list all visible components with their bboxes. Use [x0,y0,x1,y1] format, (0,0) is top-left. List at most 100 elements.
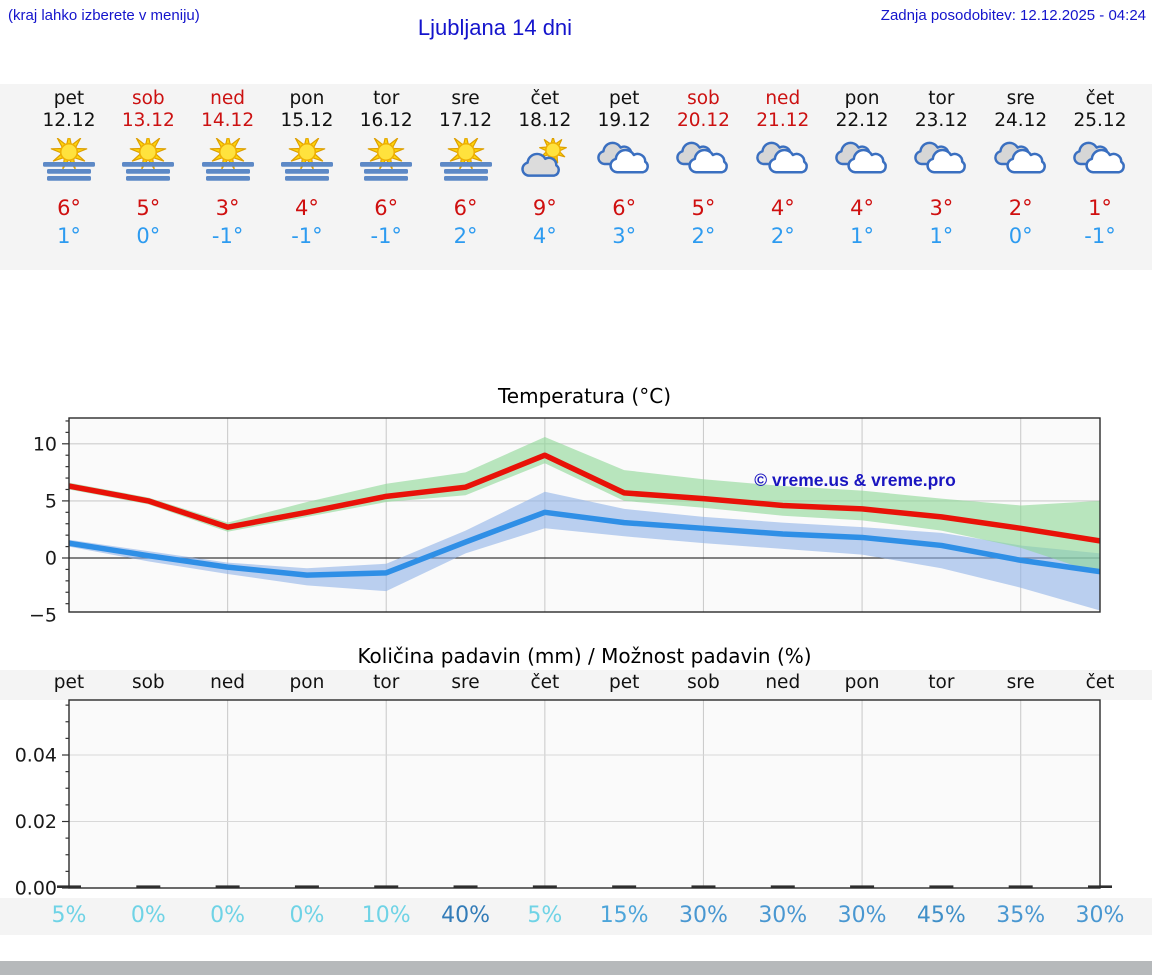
day-date-label: 21.12 [756,110,810,131]
precip-day-label: tor [928,672,955,693]
day-name-label: ned [210,88,246,109]
high-temp-label: 6° [57,196,81,220]
low-temp-label: -1° [291,224,323,248]
temp-y-tick-label: −5 [29,605,57,627]
high-temp-label: 4° [850,196,875,220]
sun-fog-icon [280,138,333,181]
sun-fog-icon [360,138,413,181]
high-temp-label: 5° [136,196,161,220]
high-temp-label: 5° [691,196,716,220]
precip-day-label: sre [451,672,480,693]
watermark: © vreme.us & vreme.pro [754,470,956,490]
precip-amount-bar [374,885,399,888]
day-date-label: 20.12 [676,110,730,131]
low-temp-label: 3° [612,224,637,248]
precip-percent-label: 45% [916,903,966,928]
day-name-label: sre [1006,88,1035,109]
last-update-timestamp: Zadnja posodobitev: 12.12.2025 - 04:24 [880,7,1146,24]
precip-percent-label: 35% [996,903,1046,928]
sun-fog-icon [201,138,254,181]
day-date-label: 24.12 [994,110,1048,131]
cloud-icon [835,141,887,174]
day-date-label: 25.12 [1073,110,1127,131]
precip-amount-bar [850,885,875,888]
cloud-icon [1073,141,1125,174]
low-temp-label: 1° [929,224,954,248]
day-name-label: pet [53,88,85,109]
forecast-strip: pet 12.12 6° 1° sob 13.12 5° 0° ned 14.12 3° -1° pon… [0,84,1152,270]
footer-bar [0,961,1152,975]
temp-y-tick-label: 0 [45,548,57,570]
high-temp-label: 6° [612,196,637,220]
temperature-chart: 10 5 0 −5 © vreme.us & vreme.pro [29,417,1101,627]
day-name-label: čet [530,88,560,109]
precip-amount-bar [1008,885,1033,888]
precip-day-label: ned [210,672,246,693]
precip-amount-bar [294,885,319,888]
day-name-label: tor [928,88,955,109]
high-temp-label: 2° [1008,196,1033,220]
precip-amount-bar [453,885,478,888]
day-name-label: sob [131,88,165,109]
precip-percent-label: 30% [758,903,808,928]
day-name-label: pon [844,88,880,109]
precip-percent-label: 15% [599,903,649,928]
day-name-label: čet [1085,88,1115,109]
temperature-chart-title: Temperatura (°C) [497,384,671,408]
high-temp-label: 3° [215,196,240,220]
day-date-label: 19.12 [597,110,651,131]
precip-amount-bar [770,885,795,888]
precip-percent-label: 5% [527,903,563,928]
high-temp-label: 1° [1088,196,1112,220]
precip-percent-label: 30% [1075,903,1125,928]
precip-day-label-row: pet sob ned pon tor sre čet pet sob ned pon tor sre č… [0,670,1152,700]
precipitation-chart: 0.00 0.02 0.04 [15,699,1113,900]
low-temp-label: -1° [211,224,244,248]
temp-y-tick-label: 10 [33,433,57,455]
cloud-icon [993,141,1046,174]
cloud-icon [914,141,967,174]
precip-percent-label: 30% [837,903,887,928]
high-temp-label: 9° [532,196,557,220]
precip-amount-bar [136,885,161,888]
day-date-label: 12.12 [42,110,96,131]
precip-day-label: pon [844,672,880,693]
low-temp-label: -1° [370,224,402,248]
precip-day-label: čet [530,672,560,693]
precip-y-tick-label: 0.04 [15,745,57,767]
sun-fog-icon [43,138,95,181]
precip-percent-label: 0% [289,903,325,928]
precip-amount-bar [612,885,637,888]
precipitation-chart-title: Količina padavin (mm) / Možnost padavin … [357,644,812,668]
precip-percent-label: 0% [130,903,166,928]
high-temp-label: 3° [929,196,954,220]
precip-percent-label: 40% [441,903,490,928]
day-date-label: 16.12 [359,110,413,131]
day-date-label: 18.12 [518,110,572,131]
day-name-label: sob [687,88,720,109]
day-name-label: pet [608,88,640,109]
high-temp-label: 4° [770,196,795,220]
day-name-label: ned [765,88,801,109]
cloud-icon [676,141,729,174]
low-temp-label: 2° [453,224,478,248]
precip-amount-bar [929,885,954,888]
precip-day-label: čet [1085,672,1115,693]
low-temp-label: 1° [57,224,81,248]
precip-y-tick-label: 0.02 [15,811,57,833]
day-date-label: 15.12 [280,110,334,131]
temp-y-tick-label: 5 [45,490,57,512]
precip-percent-label: 10% [361,903,411,928]
cloud-icon [597,141,650,174]
precip-y-tick-label: 0.00 [15,878,57,900]
precip-day-label: pet [53,672,85,693]
precip-day-label: sob [131,672,165,693]
cloud-icon [755,141,808,174]
low-temp-label: 0° [1008,224,1033,248]
high-temp-label: 6° [374,196,399,220]
day-name-label: sre [451,88,480,109]
precip-amount-bar [691,885,716,888]
precip-day-label: tor [373,672,400,693]
precip-day-label: pet [608,672,640,693]
